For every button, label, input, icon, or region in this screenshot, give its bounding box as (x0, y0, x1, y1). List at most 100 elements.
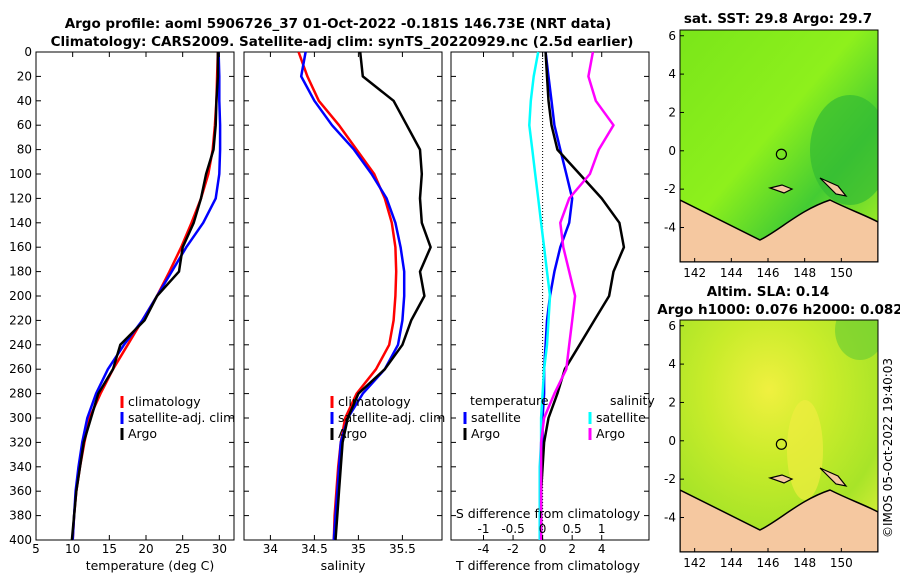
temperature-legend: climatology satellite-adj. clim Argo (120, 394, 235, 441)
legend-climatology-label: climatology (128, 394, 201, 409)
series-line-t-argo (539, 51, 626, 540)
xtick-label: 25 (175, 542, 190, 556)
ytick-label: 220 (9, 313, 32, 327)
difference-legend: temperature salinity satellite Argo sate… (463, 393, 655, 441)
temperature-panel: 5 10 15 20 25 30 0 20 40 60 80 100 120 140 160 180 200 2… (9, 45, 235, 573)
xtick-label: 35.5 (389, 542, 416, 556)
ytick-label: 0 (24, 45, 32, 59)
map-xtick-label: 148 (793, 266, 816, 280)
xtick2-label: 0.5 (563, 522, 582, 536)
xtick2-label: -1 (478, 522, 490, 536)
map-ytick-label: 2 (668, 105, 676, 119)
sst-argo-location-marker (775, 148, 787, 160)
map-ytick-label: -2 (664, 472, 676, 486)
series-line-s-satellite (528, 51, 552, 540)
legend-satellite-label: satellite-adj. clim (128, 410, 235, 425)
xtick-label: 15 (102, 542, 117, 556)
sla-argo-location-marker (775, 438, 787, 450)
ytick-label: 60 (17, 118, 32, 132)
xtick-label: 2 (568, 542, 576, 556)
sst-map-frame (679, 29, 879, 263)
sst-island-2 (819, 177, 848, 197)
xtick-label: 34 (263, 542, 278, 556)
legend-t-argo-label: Argo (471, 426, 500, 441)
ytick-label: 180 (9, 265, 32, 279)
ytick-label: 300 (9, 411, 32, 425)
xtick-label: 5 (32, 542, 40, 556)
map-ytick-label: 0 (668, 434, 676, 448)
sst-map-title: sat. SST: 29.8 Argo: 29.7 (684, 11, 872, 27)
xtick2-label: -0.5 (501, 522, 524, 536)
map-xtick-label: 148 (793, 556, 816, 570)
sal-legend-climatology-label: climatology (338, 394, 411, 409)
figure-title-line1: Argo profile: aoml 5906726_37 01-Oct-202… (65, 16, 612, 32)
ytick-label: 400 (9, 533, 32, 547)
xtick-label: 4 (598, 542, 606, 556)
series-line-s-argo (539, 51, 615, 540)
legend-salinity-title: salinity (610, 393, 655, 408)
xtick-label: 10 (65, 542, 80, 556)
xtick-label: 20 (138, 542, 153, 556)
temperature-xlabel: temperature (deg C) (86, 558, 215, 573)
map-xtick-label: 150 (830, 556, 853, 570)
sla-map-panel: Altim. SLA: 0.14 Argo h1000: 0.076 h2000… (657, 284, 900, 570)
sst-map-panel: sat. SST: 29.8 Argo: 29.7 142 144 146 148 15… (664, 11, 879, 280)
salinity-axes-box (243, 51, 443, 541)
xtick-label: 35 (351, 542, 366, 556)
map-ytick-label: 6 (668, 319, 676, 333)
salinity-xlabel: salinity (321, 558, 366, 573)
legend-temperature-title: temperature (470, 393, 549, 408)
sst-land-new-guinea (680, 199, 878, 262)
legend-s-argo-label: Argo (596, 426, 625, 441)
map-xtick-label: 144 (720, 556, 743, 570)
map-ytick-label: 4 (668, 67, 676, 81)
map-ytick-label: -2 (664, 182, 676, 196)
ytick-label: 340 (9, 460, 32, 474)
series-line-climatology (71, 51, 220, 541)
sal-legend-argo-label: Argo (338, 426, 367, 441)
sla-land-new-guinea (680, 489, 878, 552)
xtick2-label: 1 (598, 522, 606, 536)
map-xtick-label: 142 (683, 266, 706, 280)
legend-argo-label: Argo (128, 426, 157, 441)
sla-map-title: Altim. SLA: 0.14 (707, 284, 829, 300)
map-ytick-label: 0 (668, 144, 676, 158)
ytick-label: 200 (9, 289, 32, 303)
ytick-label: 140 (9, 216, 32, 230)
map-xtick-label: 144 (720, 266, 743, 280)
difference-panel: -4 -2 0 2 4 -1 -0.5 0 0.5 1 T difference from cl… (450, 51, 655, 573)
series-line-t-satellite (539, 51, 574, 540)
map-ytick-label: 4 (668, 357, 676, 371)
series-line-satellite-adj-clim (71, 51, 222, 541)
ytick-label: 120 (9, 191, 32, 205)
ytick-label: 280 (9, 387, 32, 401)
sla-map-subtitle: Argo h1000: 0.076 h2000: 0.082 (657, 302, 900, 318)
ytick-label: 160 (9, 240, 32, 254)
map-ytick-label: -4 (664, 220, 676, 234)
sla-island-2 (819, 467, 848, 487)
ytick-label: 380 (9, 509, 32, 523)
ytick-label: 320 (9, 435, 32, 449)
credit-text: ©IMOS 05-Oct-2022 19:40:03 (881, 358, 895, 538)
ytick-label: 360 (9, 484, 32, 498)
map-ytick-label: 6 (668, 29, 676, 43)
sla-high-patch (787, 400, 823, 500)
salinity-legend: climatology satellite-adj. clim Argo (330, 394, 445, 441)
ytick-label: 80 (17, 143, 32, 157)
xtick-label: 34.5 (301, 542, 328, 556)
s-difference-xlabel: S difference from climatology (456, 506, 641, 521)
map-xtick-label: 142 (683, 556, 706, 570)
ytick-label: 260 (9, 362, 32, 376)
xtick2-label: 0 (539, 522, 547, 536)
sla-island (767, 474, 794, 484)
series-line-climatology (297, 51, 398, 541)
temperature-axes-box (35, 51, 235, 541)
figure-title-line2: Climatology: CARS2009. Satellite-adj cli… (51, 34, 634, 50)
sst-island (767, 184, 794, 194)
map-ytick-label: -4 (664, 510, 676, 524)
ytick-label: 240 (9, 338, 32, 352)
xtick-label: -2 (507, 542, 519, 556)
sla-map-frame (679, 319, 879, 553)
legend-s-satellite-label: satellite (596, 410, 646, 425)
